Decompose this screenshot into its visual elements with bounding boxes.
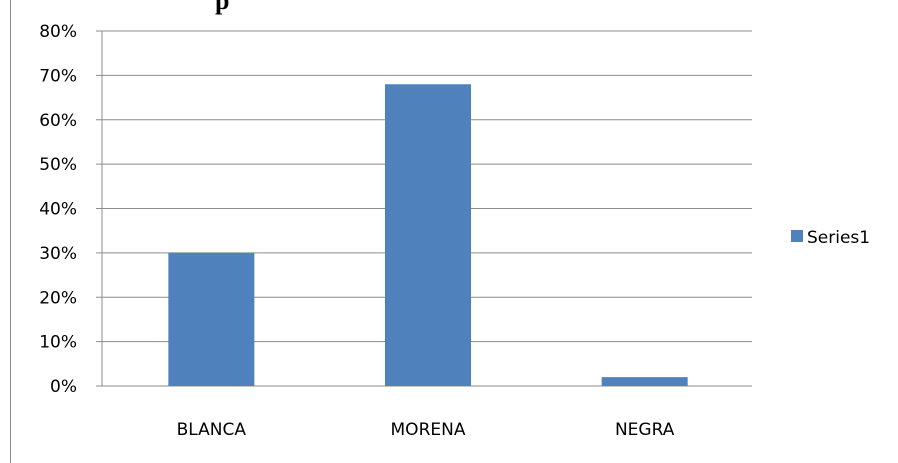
x-axis-labels: BLANCA MORENA NEGRA: [177, 420, 675, 440]
x-category-label: MORENA: [391, 420, 466, 440]
y-tick-label: 30%: [39, 244, 77, 264]
y-tick-label: 50%: [39, 155, 77, 175]
y-tick-label: 10%: [39, 333, 77, 353]
y-tick-label: 20%: [39, 288, 77, 308]
legend-label: Series1: [807, 228, 870, 248]
y-tick-label: 70%: [39, 66, 77, 86]
y-tick-label: 40%: [39, 200, 77, 220]
legend: Series1: [791, 228, 870, 248]
bar-morena: [385, 84, 471, 386]
legend-swatch: [791, 230, 803, 242]
x-category-label: NEGRA: [615, 420, 675, 440]
bar-negra: [601, 377, 688, 386]
y-tick-label: 0%: [50, 377, 77, 397]
chart-title-fragment: p: [215, 0, 230, 15]
bars: [168, 84, 688, 386]
y-tick-label: 60%: [39, 111, 77, 131]
y-tick-label: 80%: [39, 22, 77, 42]
x-category-label: BLANCA: [177, 420, 247, 440]
bar-blanca: [168, 252, 255, 386]
y-axis-ticks: 0% 10% 20% 30% 40% 50% 60% 70% 80%: [39, 22, 102, 397]
frame-border-line: [10, 0, 11, 463]
